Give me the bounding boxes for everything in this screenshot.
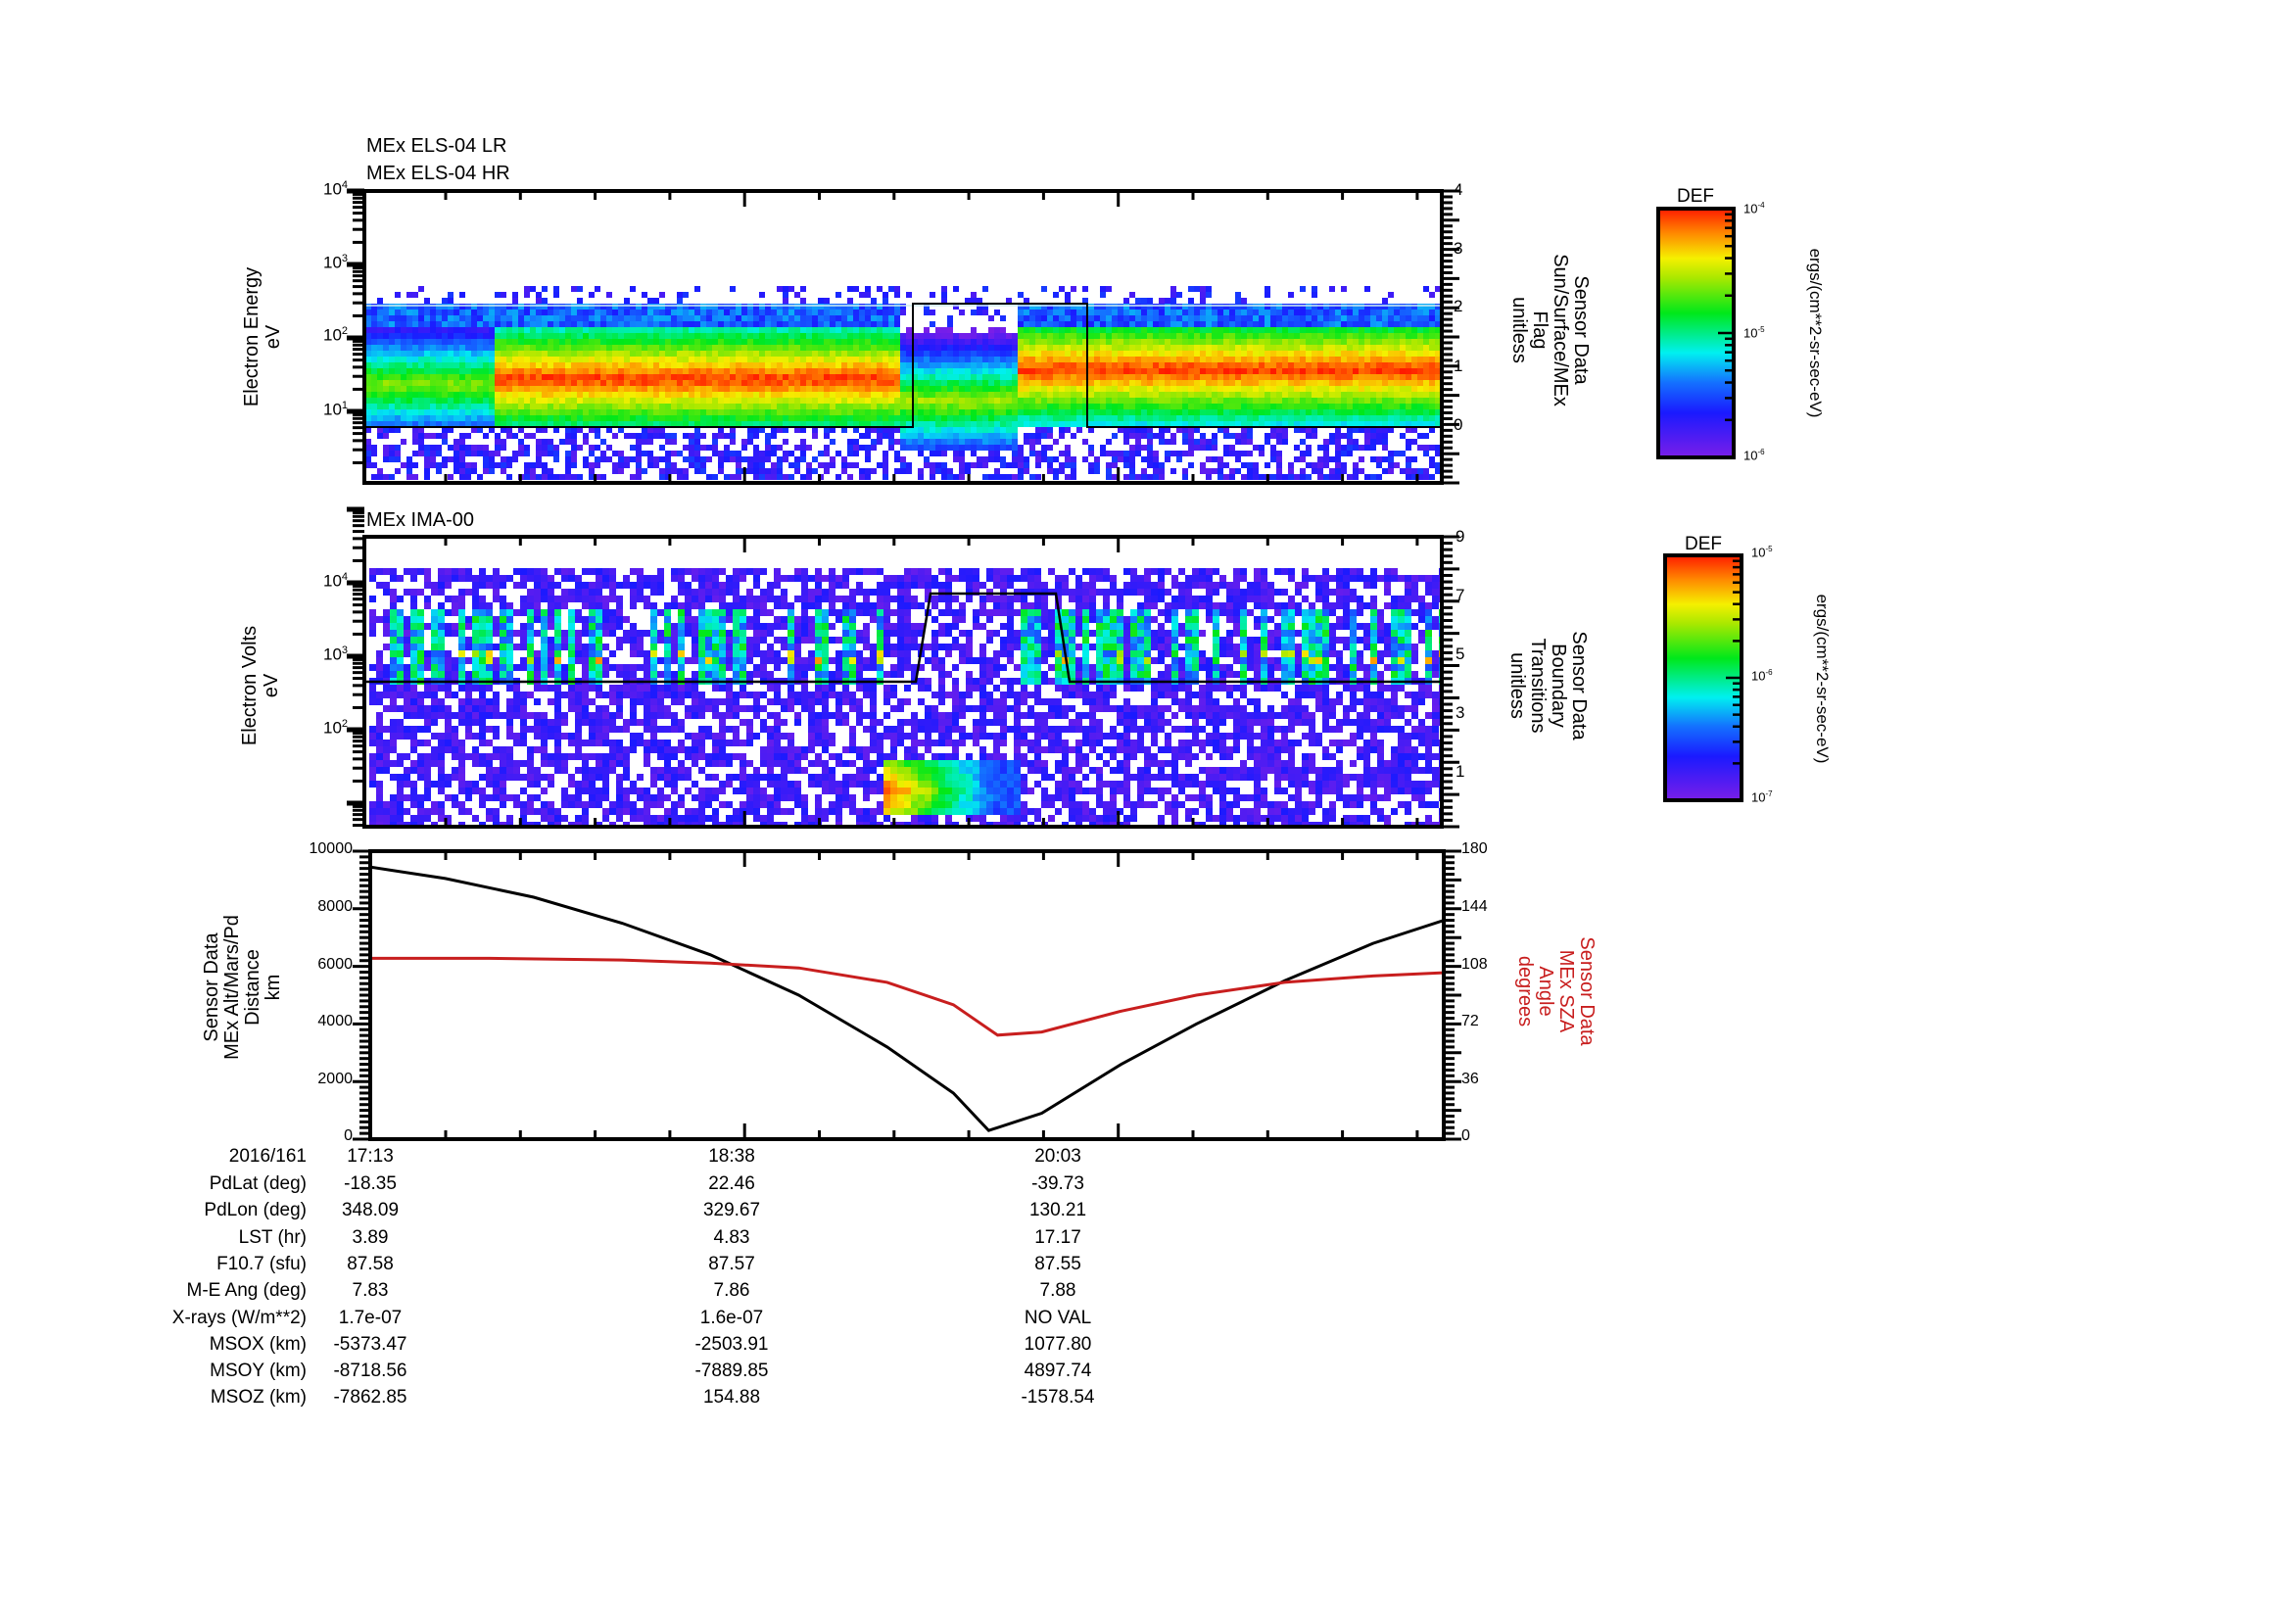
time-tick-label: 18:38	[653, 1146, 810, 1168]
sza-ytick: 108	[1461, 956, 1488, 974]
ima-title: MEx IMA-00	[366, 509, 474, 532]
els-rtick: 1	[1454, 357, 1462, 376]
table-cell: -7862.85	[292, 1387, 449, 1409]
time-tick-label: 17:13	[292, 1146, 449, 1168]
ima-cb-tick-mid: 10-6	[1751, 668, 1773, 683]
table-cell: 1.6e-07	[653, 1308, 810, 1329]
table-row-label: MSOX (km)	[91, 1334, 307, 1356]
ima-colorbar-title: DEF	[1685, 534, 1722, 555]
ima-rtick: 9	[1456, 527, 1464, 547]
table-cell: 87.57	[653, 1254, 810, 1275]
date-label: 2016/161	[91, 1146, 307, 1168]
alt-ytick: 6000	[294, 956, 353, 974]
sza-line	[370, 958, 1444, 1034]
table-row-label: M-E Ang (deg)	[91, 1280, 307, 1302]
altitude-line	[370, 867, 1444, 1130]
els-colorbar-units: ergs/(cm**2-sr-sec-eV)	[1805, 249, 1825, 418]
table-cell: 4.83	[653, 1227, 810, 1249]
table-row-label: F10.7 (sfu)	[91, 1254, 307, 1275]
els-ytick-1e2: 102	[323, 325, 348, 346]
table-row-label: LST (hr)	[91, 1227, 307, 1249]
sza-ytick: 72	[1461, 1013, 1479, 1030]
ima-cb-tick-min: 10-7	[1751, 789, 1773, 804]
els-colorbar-title: DEF	[1677, 186, 1714, 208]
table-cell: 87.55	[979, 1254, 1136, 1275]
sza-ytick: 0	[1461, 1127, 1470, 1145]
table-cell: NO VAL	[979, 1308, 1136, 1329]
els-ytick-1e4: 104	[323, 179, 348, 200]
time-tick-label: 20:03	[979, 1146, 1136, 1168]
ima-spectrogram-cells	[369, 568, 1446, 829]
table-cell: -39.73	[979, 1173, 1136, 1195]
table-cell: -8718.56	[292, 1361, 449, 1382]
alt-plot-frame	[370, 851, 1444, 1139]
els-cb-tick-mid: 10-5	[1743, 325, 1765, 340]
table-cell: 1077.80	[979, 1334, 1136, 1356]
alt-ytick: 2000	[294, 1071, 353, 1088]
ima-cb-tick-max: 10-5	[1751, 545, 1773, 559]
els-spectrogram-panel	[347, 191, 1459, 483]
table-row-label: X-rays (W/m**2)	[91, 1308, 307, 1329]
els-ytick-1e3: 103	[323, 253, 348, 273]
table-row-label: PdLat (deg)	[91, 1173, 307, 1195]
els-colorbar	[1658, 209, 1734, 457]
table-cell: -7889.85	[653, 1361, 810, 1382]
alt-ytick: 8000	[294, 898, 353, 916]
table-cell: -2503.91	[653, 1334, 810, 1356]
table-row-label: MSOY (km)	[91, 1361, 307, 1382]
els-hr-title: MEx ELS-04 HR	[366, 163, 510, 185]
sza-ytick: 36	[1461, 1071, 1479, 1088]
els-ytick-1e1: 101	[323, 400, 348, 420]
els-rtick: 0	[1454, 415, 1462, 435]
ima-rtick: 7	[1456, 586, 1464, 605]
els-lr-title: MEx ELS-04 LR	[366, 135, 506, 158]
table-cell: -5373.47	[292, 1334, 449, 1356]
ima-ytick-1e2: 102	[323, 718, 348, 739]
els-rtick: 2	[1454, 297, 1462, 316]
table-cell: -1578.54	[979, 1387, 1136, 1409]
table-cell: 154.88	[653, 1387, 810, 1409]
ima-spectrogram-panel	[347, 509, 1459, 829]
table-cell: 130.21	[979, 1200, 1136, 1221]
ima-colorbar-units: ergs/(cm**2-sr-sec-eV)	[1812, 595, 1832, 764]
alt-ytick: 10000	[294, 840, 353, 858]
els-rtick: 3	[1454, 239, 1462, 259]
sza-ytick: 180	[1461, 840, 1488, 858]
table-cell: 17.17	[979, 1227, 1136, 1249]
table-cell: 3.89	[292, 1227, 449, 1249]
ima-ytick-1e4: 104	[323, 571, 348, 592]
ima-rtick: 5	[1456, 645, 1464, 664]
table-cell: 348.09	[292, 1200, 449, 1221]
ima-ytick-1e3: 103	[323, 645, 348, 665]
els-cb-tick-min: 10-6	[1743, 448, 1765, 462]
table-cell: 4897.74	[979, 1361, 1136, 1382]
els-spectrogram-cells	[365, 286, 1441, 480]
table-cell: 7.86	[653, 1280, 810, 1302]
ima-colorbar	[1665, 555, 1742, 800]
table-row-label: MSOZ (km)	[91, 1387, 307, 1409]
alt-ytick: 0	[294, 1127, 353, 1145]
altitude-sza-panel	[353, 851, 1461, 1139]
sza-ytick: 144	[1461, 898, 1488, 916]
alt-ytick: 4000	[294, 1013, 353, 1030]
table-cell: 22.46	[653, 1173, 810, 1195]
table-cell: 1.7e-07	[292, 1308, 449, 1329]
table-row-label: PdLon (deg)	[91, 1200, 307, 1221]
table-cell: 7.83	[292, 1280, 449, 1302]
els-cb-tick-max: 10-4	[1743, 201, 1765, 215]
ima-rtick: 1	[1456, 762, 1464, 782]
table-cell: 87.58	[292, 1254, 449, 1275]
ima-rtick: 3	[1456, 703, 1464, 723]
table-cell: 7.88	[979, 1280, 1136, 1302]
els-rtick: 4	[1454, 180, 1462, 200]
table-cell: 329.67	[653, 1200, 810, 1221]
table-cell: -18.35	[292, 1173, 449, 1195]
